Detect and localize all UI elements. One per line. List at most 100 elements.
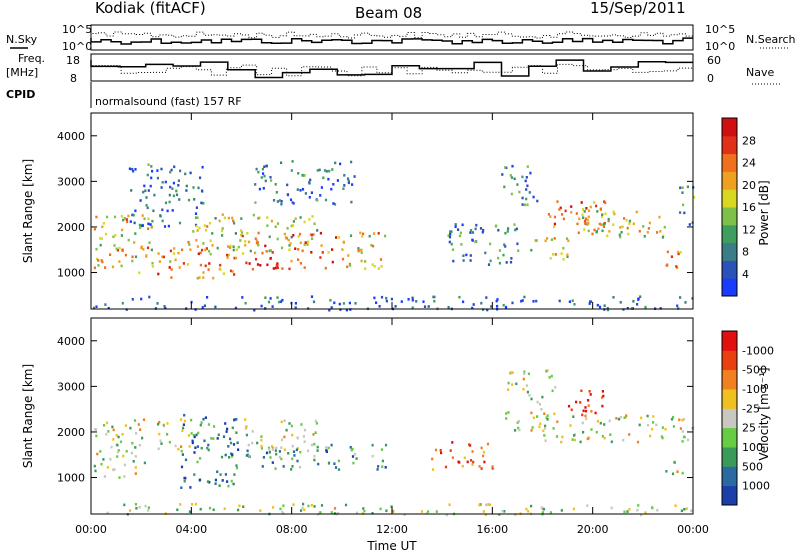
data-cell	[521, 196, 524, 200]
data-cell	[286, 193, 290, 197]
data-cell	[223, 216, 226, 220]
data-cell	[471, 450, 474, 453]
data-cell	[681, 186, 684, 189]
data-cell	[498, 513, 501, 516]
data-cell	[190, 418, 193, 422]
data-cell	[646, 231, 649, 234]
data-cell	[347, 181, 350, 185]
data-cell	[95, 257, 99, 261]
data-cell	[113, 215, 117, 219]
data-cell	[289, 198, 293, 202]
data-cell	[360, 259, 363, 263]
data-cell	[121, 249, 124, 253]
data-cell	[292, 450, 296, 453]
data-cell	[558, 208, 561, 211]
data-cell	[115, 434, 118, 437]
data-cell	[308, 218, 311, 221]
data-cell	[276, 222, 280, 225]
data-cell	[372, 244, 375, 248]
data-cell	[285, 428, 288, 432]
data-cell	[337, 459, 340, 463]
data-cell	[676, 304, 679, 308]
data-cell	[239, 239, 242, 242]
data-cell	[172, 252, 176, 255]
data-cell	[139, 199, 142, 202]
data-cell	[227, 216, 230, 220]
freq-label: Freq.	[18, 52, 45, 65]
data-cell	[541, 395, 544, 399]
data-cell	[590, 410, 593, 413]
data-cell	[299, 216, 302, 219]
data-cell	[636, 303, 639, 306]
data-cell	[515, 382, 518, 386]
data-cell	[247, 443, 250, 447]
data-cell	[142, 418, 146, 421]
data-cell	[331, 260, 334, 264]
data-cell	[166, 422, 169, 425]
data-cell	[172, 194, 175, 198]
x-tick-label: 16:00	[476, 523, 508, 536]
data-cell	[535, 239, 538, 242]
x-axis-label: Time UT	[366, 539, 417, 553]
data-cell	[579, 401, 582, 404]
data-cell	[200, 421, 203, 424]
data-cell	[310, 251, 313, 254]
colorbar-swatch	[722, 207, 737, 226]
data-cell	[589, 300, 593, 303]
data-cell	[573, 434, 576, 437]
data-cell	[482, 308, 485, 311]
data-cell	[451, 441, 454, 444]
data-cell	[128, 167, 131, 171]
data-cell	[292, 220, 295, 223]
data-cell	[459, 231, 462, 235]
data-cell	[195, 433, 198, 437]
data-cell	[274, 467, 277, 470]
data-cell	[636, 440, 640, 444]
data-cell	[684, 301, 687, 304]
data-cell	[357, 249, 360, 253]
data-cell	[593, 201, 596, 204]
power-ylabel: Slant Range [km]	[21, 159, 35, 263]
data-cell	[603, 436, 606, 440]
data-cell	[349, 264, 352, 267]
colorbar-swatch	[722, 369, 737, 390]
power-data-layer	[92, 160, 696, 312]
data-cell	[556, 420, 559, 424]
data-cell	[572, 415, 575, 418]
data-cell	[530, 429, 533, 432]
data-cell	[279, 507, 282, 511]
data-cell	[562, 246, 565, 250]
data-cell	[449, 449, 452, 452]
data-cell	[207, 423, 211, 426]
data-cell	[351, 447, 354, 451]
data-cell	[582, 208, 585, 211]
data-cell	[231, 270, 234, 273]
data-cell	[306, 243, 309, 246]
data-cell	[184, 172, 187, 176]
data-cell	[299, 262, 303, 265]
data-cell	[622, 438, 625, 442]
colorbar-tick-label: 4	[742, 268, 749, 281]
data-cell	[562, 217, 565, 221]
data-cell	[99, 450, 102, 453]
power-colorbar: 4 8 12 16 20 24 28	[721, 117, 756, 297]
data-cell	[199, 176, 202, 180]
data-cell	[665, 264, 668, 267]
data-cell	[584, 409, 588, 413]
data-cell	[450, 230, 453, 233]
data-cell	[403, 513, 406, 516]
data-cell	[523, 370, 526, 374]
data-cell	[623, 217, 626, 220]
data-cell	[470, 229, 473, 232]
x-tick-label: 08:00	[276, 523, 308, 536]
data-cell	[591, 232, 594, 236]
data-cell	[485, 503, 488, 507]
data-cell	[681, 191, 684, 194]
data-cell	[422, 300, 425, 303]
data-cell	[226, 427, 229, 431]
data-cell	[280, 202, 283, 206]
data-cell	[287, 452, 290, 455]
data-cell	[551, 389, 554, 393]
data-cell	[451, 248, 455, 251]
data-cell	[198, 478, 201, 482]
